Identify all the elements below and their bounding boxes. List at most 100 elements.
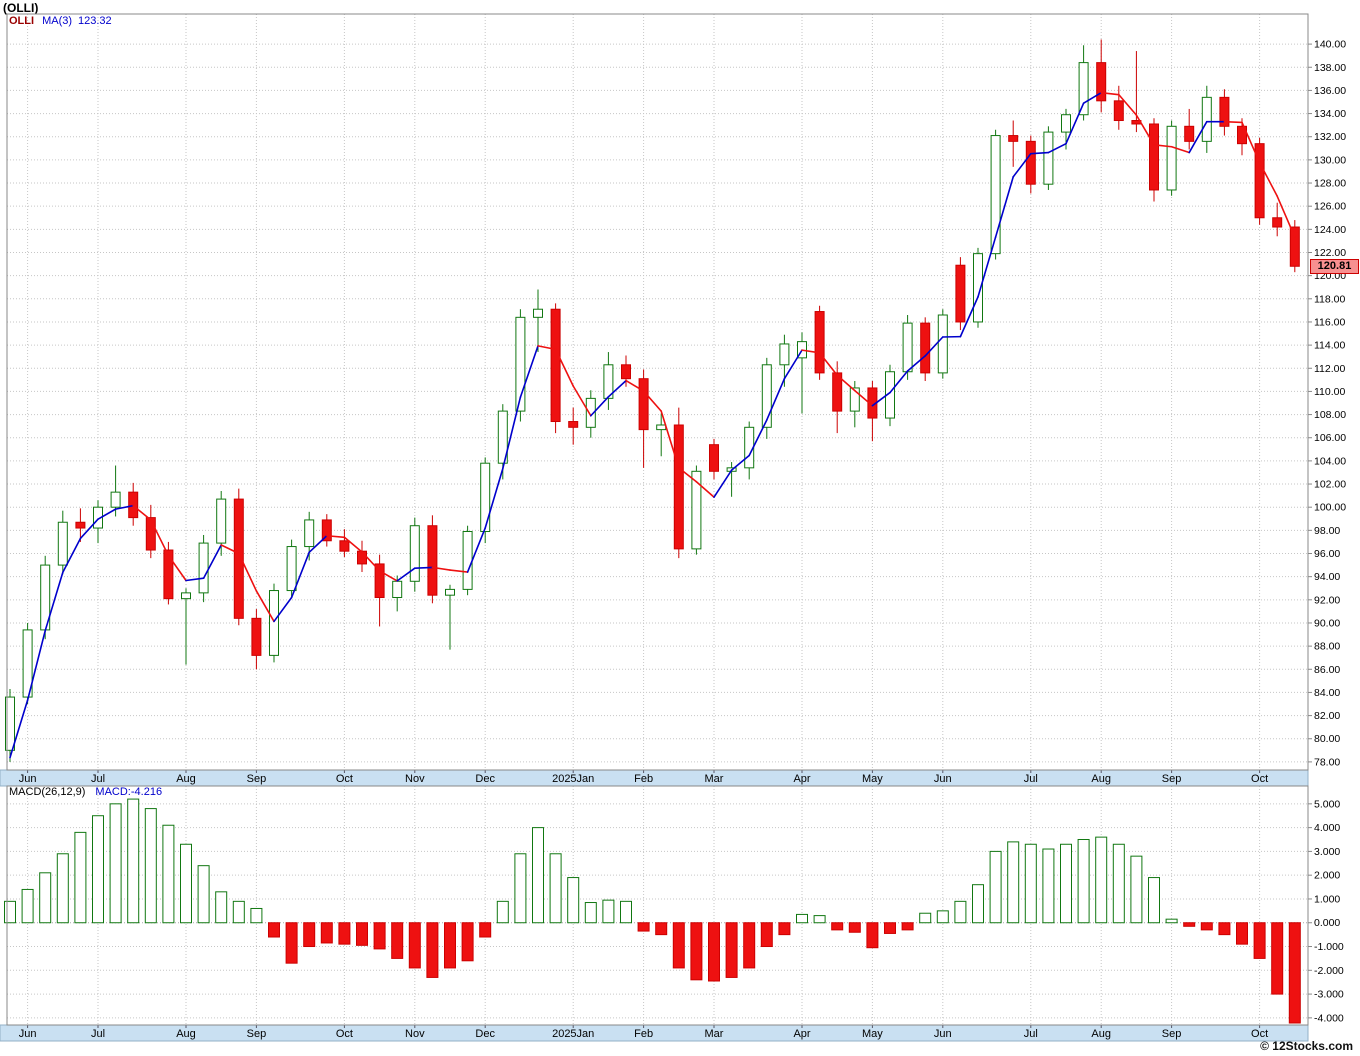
ma3-line-segment <box>1223 120 1243 124</box>
candle-down <box>673 424 684 550</box>
ma3-line-segment <box>695 480 715 498</box>
candle-up <box>1043 131 1054 185</box>
ma3-line-segment <box>572 385 592 417</box>
macd-legend: MACD(26,12,9) MACD:-4.216 <box>9 786 162 798</box>
macd-axis-label: -2.000 <box>1314 965 1344 977</box>
month-label: May <box>862 1028 883 1040</box>
month-label: Oct <box>336 1028 353 1040</box>
macd-bar-positive <box>197 865 210 924</box>
month-label: Aug <box>1091 1028 1111 1040</box>
candle-up <box>445 588 455 596</box>
macd-params-label: MACD(26,12,9) <box>9 786 86 798</box>
macd-bar-positive <box>989 850 1002 924</box>
candle-down <box>1237 125 1247 145</box>
macd-bar-positive <box>56 853 69 924</box>
macd-bar-positive <box>21 888 34 924</box>
macd-bar-negative <box>1200 922 1213 931</box>
ma3-line-segment <box>343 536 363 553</box>
price-axis-label: 106.00 <box>1314 432 1346 444</box>
panel-frame <box>6 13 1309 771</box>
macd-axis-label: 0.000 <box>1314 917 1340 929</box>
candle-up <box>1166 125 1177 191</box>
candle-up <box>1061 114 1071 133</box>
ma3-line-segment <box>413 566 434 569</box>
ma3-line-segment <box>642 390 663 412</box>
macd-bar-positive <box>1165 918 1178 924</box>
candle-down <box>832 372 843 412</box>
ma3-line-segment <box>273 596 293 623</box>
price-axis-label: 110.00 <box>1314 386 1345 398</box>
macd-bar-positive <box>39 872 52 924</box>
month-label: May <box>862 773 883 785</box>
candle-up <box>656 424 667 431</box>
macd-bar-positive <box>250 907 263 924</box>
candle-down <box>1184 125 1195 142</box>
ma3-line-segment <box>765 377 786 421</box>
candle-down <box>1272 217 1283 228</box>
ma3-line-segment <box>713 469 733 498</box>
ma3-line-segment <box>26 629 47 701</box>
month-label: Feb <box>634 773 653 785</box>
candle-up <box>216 498 227 544</box>
candle-up <box>110 491 121 508</box>
macd-bar-negative <box>426 922 439 978</box>
price-axis-label: 130.00 <box>1314 154 1346 166</box>
price-axis-label: 122.00 <box>1314 247 1346 259</box>
ma3-line-segment <box>325 534 346 539</box>
ma3-line-segment <box>378 570 399 582</box>
ma3-line-segment <box>132 504 152 521</box>
macd-bar-positive <box>232 900 245 924</box>
candle-up <box>462 531 473 590</box>
macd-bar-positive <box>162 824 175 924</box>
month-label: Apr <box>793 773 810 785</box>
macd-bar-negative <box>708 922 720 982</box>
macd-bar-positive <box>620 900 632 924</box>
candle-up <box>603 364 614 399</box>
ma3-line-segment <box>466 527 487 573</box>
ma3-line-segment <box>501 396 522 470</box>
month-label: Aug <box>1091 773 1111 785</box>
candle-up <box>409 525 420 582</box>
macd-bar-positive <box>1148 877 1160 924</box>
price-axis-label: 94.00 <box>1314 571 1340 583</box>
month-label: Apr <box>793 1028 810 1040</box>
macd-bar-positive <box>1077 839 1090 924</box>
month-label: Dec <box>475 1028 495 1040</box>
candle-up <box>1201 96 1212 142</box>
macd-bar-negative <box>1218 922 1231 936</box>
price-axis-label: 140.00 <box>1314 39 1346 51</box>
price-axis-label: 104.00 <box>1314 455 1346 467</box>
macd-bar-negative <box>1183 922 1196 927</box>
macd-bar-positive <box>549 853 562 924</box>
ma3-line-segment <box>906 355 927 372</box>
macd-bar-positive <box>496 900 509 924</box>
macd-axis-label: -4.000 <box>1314 1012 1344 1024</box>
price-axis-label: 100.00 <box>1314 502 1346 514</box>
macd-bar-negative <box>655 922 668 936</box>
price-axis-label: 88.00 <box>1314 641 1340 653</box>
ma3-line-segment <box>730 454 751 471</box>
candle-up <box>1078 62 1089 116</box>
candle-down <box>550 308 561 423</box>
candle-down <box>621 364 631 380</box>
ma3-line-segment <box>783 349 803 380</box>
month-label: Oct <box>1251 1028 1268 1040</box>
price-axis-label: 112.00 <box>1314 363 1345 375</box>
candle-down <box>638 378 649 431</box>
ma3-line-segment <box>1065 102 1085 145</box>
price-axis-label: 96.00 <box>1314 548 1340 560</box>
macd-bar-negative <box>690 922 703 981</box>
ma3-line-segment <box>871 391 891 407</box>
ma3-line-segment <box>61 537 82 574</box>
macd-bar-positive <box>584 902 597 924</box>
candle-up <box>304 519 315 548</box>
price-axis-label: 124.00 <box>1314 224 1346 236</box>
candle-down <box>568 421 579 428</box>
ma3-line-segment <box>97 508 117 520</box>
month-label: Jul <box>91 773 105 785</box>
candle-down <box>1254 143 1265 219</box>
ma3-line-segment <box>818 352 839 377</box>
month-label: Sep <box>247 773 267 785</box>
macd-bar-negative <box>831 922 844 931</box>
